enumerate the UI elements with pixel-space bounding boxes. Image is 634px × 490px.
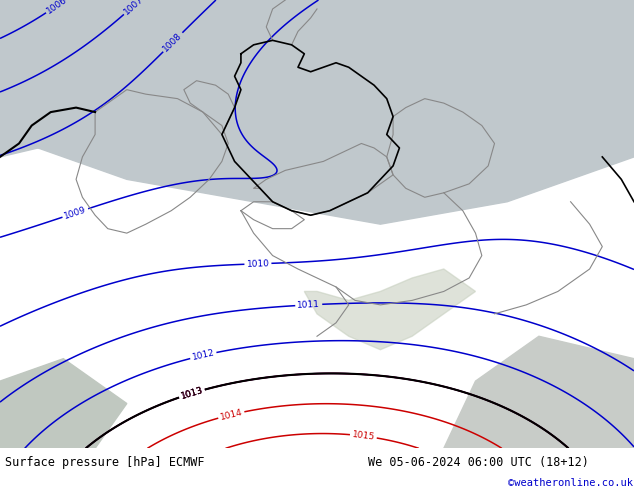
- Text: 1012: 1012: [191, 348, 216, 362]
- Text: 1014: 1014: [219, 408, 243, 422]
- Text: 1013: 1013: [179, 386, 204, 401]
- Text: 1013: 1013: [179, 386, 204, 401]
- Text: 1010: 1010: [246, 259, 269, 269]
- Polygon shape: [95, 0, 254, 90]
- Polygon shape: [444, 336, 634, 448]
- Text: ©weatheronline.co.uk: ©weatheronline.co.uk: [508, 478, 633, 488]
- Text: 1015: 1015: [351, 430, 375, 442]
- Text: Surface pressure [hPa] ECMWF: Surface pressure [hPa] ECMWF: [5, 456, 205, 469]
- Polygon shape: [0, 0, 634, 224]
- Text: 1006: 1006: [45, 0, 69, 16]
- Polygon shape: [317, 0, 507, 67]
- Polygon shape: [0, 359, 127, 448]
- Text: 1007: 1007: [122, 0, 145, 17]
- Text: 1009: 1009: [63, 205, 87, 221]
- Polygon shape: [304, 269, 476, 350]
- Text: 1008: 1008: [162, 31, 184, 53]
- Text: We 05-06-2024 06:00 UTC (18+12): We 05-06-2024 06:00 UTC (18+12): [368, 456, 588, 469]
- Polygon shape: [0, 0, 127, 157]
- Polygon shape: [507, 0, 634, 135]
- Text: 1013: 1013: [179, 386, 204, 401]
- Text: 1011: 1011: [297, 300, 320, 310]
